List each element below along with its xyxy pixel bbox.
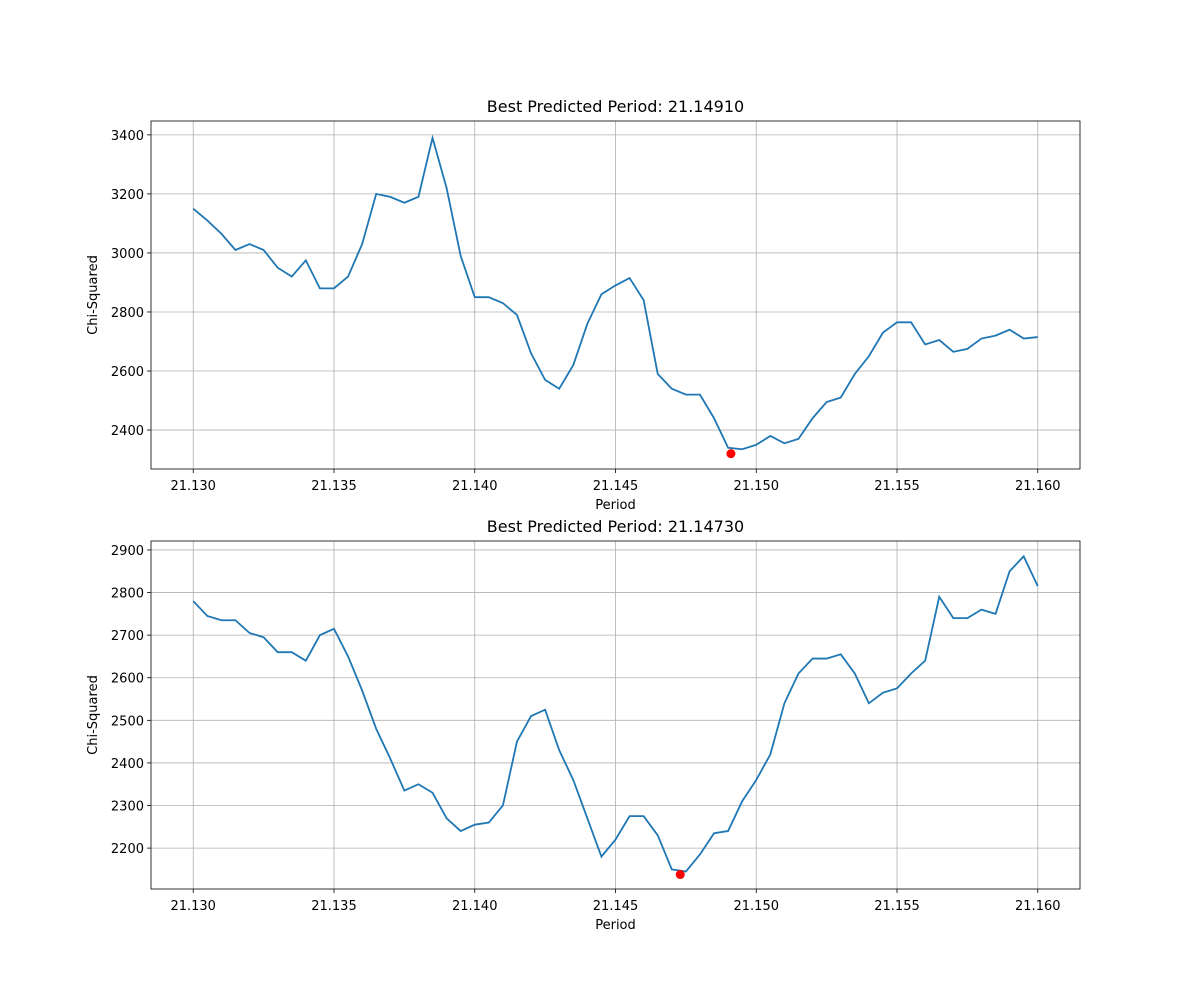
y-tick-label: 2600 (111, 365, 144, 380)
x-tick-label: 21.130 (170, 899, 216, 914)
data-line (192, 134, 1038, 451)
x-tick-label: 21.135 (311, 899, 357, 914)
x-tick-label: 21.160 (1015, 899, 1061, 914)
x-tick-label: 21.135 (311, 479, 357, 494)
data-line (192, 554, 1039, 873)
x-tick-label: 21.130 (170, 479, 216, 494)
y-tick-label: 2800 (111, 587, 144, 602)
x-axis-label: Period (595, 918, 636, 933)
axes-frame (150, 120, 1081, 470)
best-point (675, 870, 685, 880)
y-tick-label: 2400 (111, 424, 144, 439)
y-axis-label: Chi-Squared (86, 675, 101, 755)
x-tick-label: 21.160 (1015, 479, 1061, 494)
x-tick-label: 21.140 (452, 899, 498, 914)
y-tick-label: 2200 (111, 842, 144, 857)
y-axis-label: Chi-Squared (86, 255, 101, 335)
x-tick-label: 21.155 (874, 479, 920, 494)
y-tick-label: 2900 (111, 544, 144, 559)
x-tick-label: 21.145 (593, 899, 639, 914)
x-tick-label: 21.140 (452, 479, 498, 494)
y-tick-label: 2500 (111, 714, 144, 729)
y-tick-label: 3200 (111, 188, 144, 203)
x-axis-label: Period (595, 498, 636, 513)
y-tick-label: 2600 (111, 672, 144, 687)
x-tick-label: 21.150 (734, 899, 780, 914)
axes-frame (150, 540, 1081, 890)
y-tick-label: 3000 (111, 247, 144, 262)
chart-title: Best Predicted Period: 21.14910 (487, 97, 744, 116)
chart-title: Best Predicted Period: 21.14730 (487, 517, 744, 536)
y-tick-label: 2800 (111, 306, 144, 321)
x-tick-label: 21.155 (874, 899, 920, 914)
x-tick-label: 21.150 (734, 479, 780, 494)
y-tick-label: 2700 (111, 629, 144, 644)
y-tick-label: 2300 (111, 800, 144, 815)
y-tick-label: 2400 (111, 757, 144, 772)
best-point (726, 449, 736, 459)
y-tick-label: 3400 (111, 129, 144, 144)
x-tick-label: 21.145 (593, 479, 639, 494)
